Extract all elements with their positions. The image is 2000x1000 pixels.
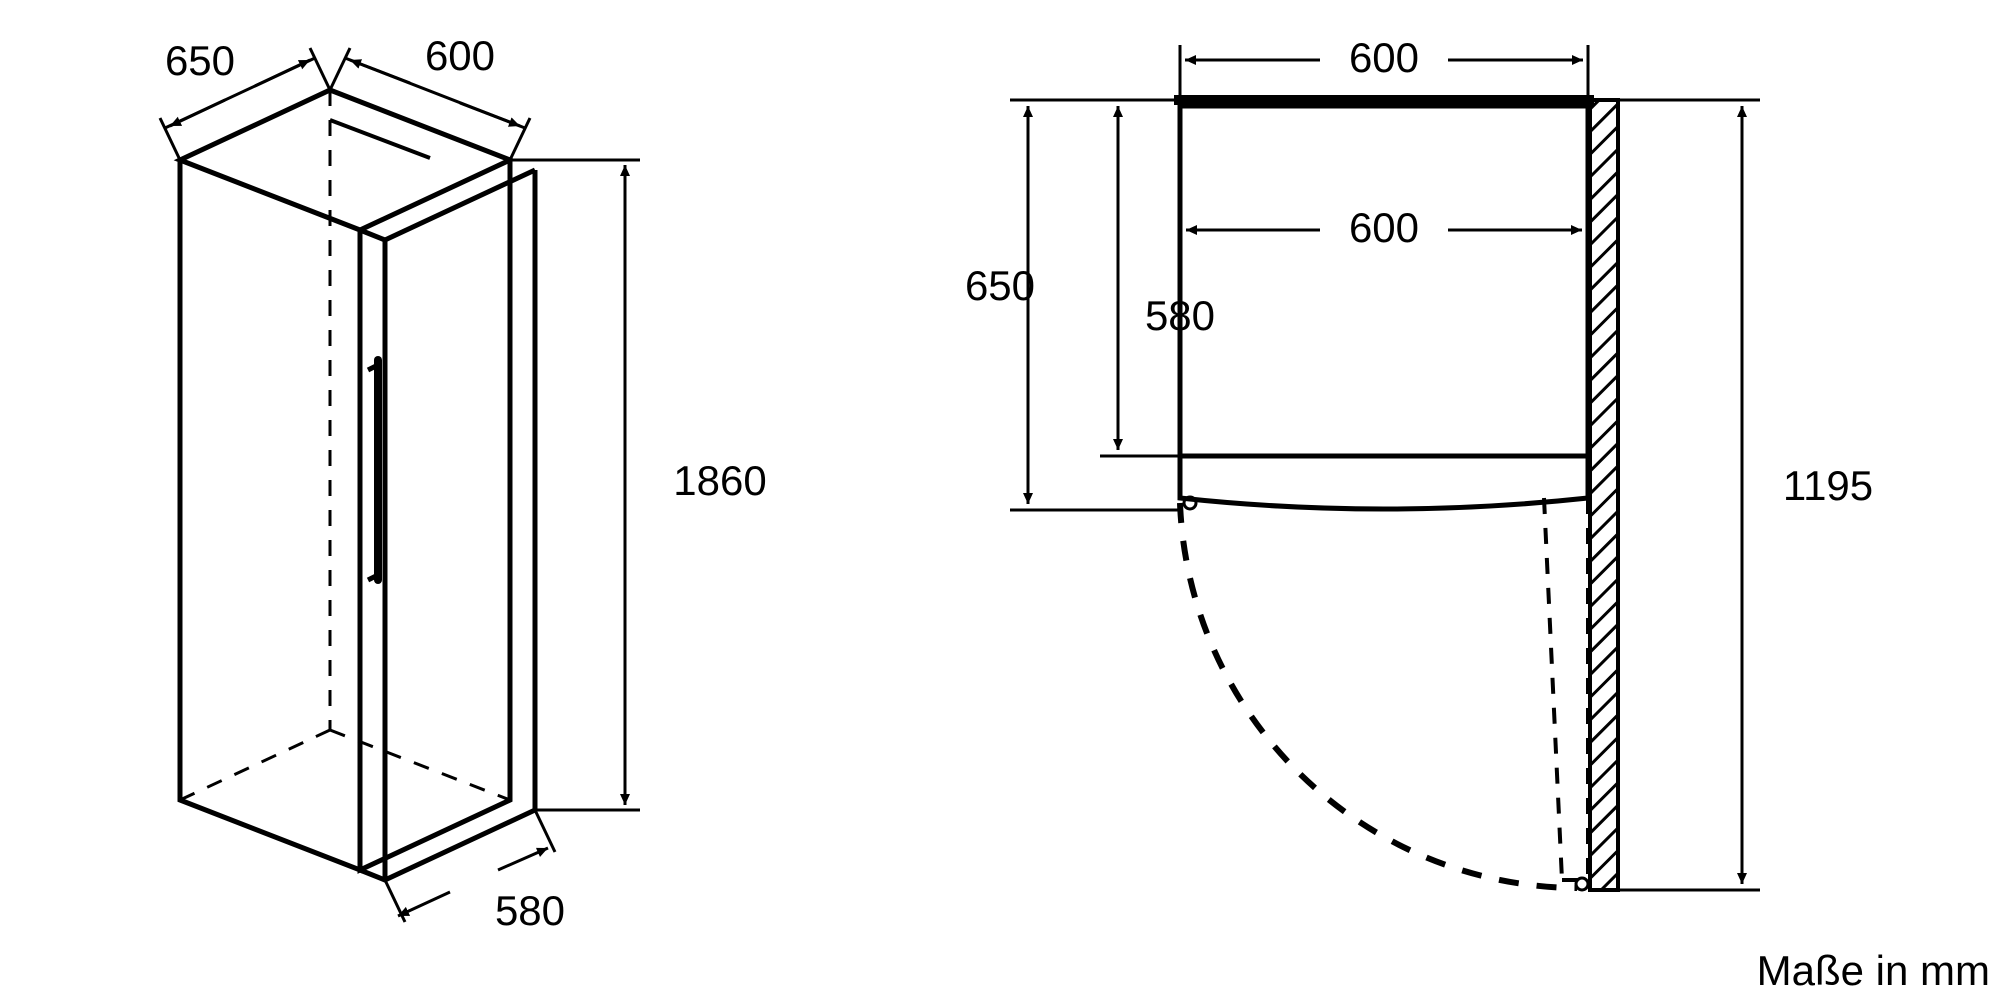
iso-door-depth-label: 580 (495, 887, 565, 934)
iso-depth-label: 650 (165, 37, 235, 84)
iso-width-label: 600 (425, 32, 495, 79)
top-outer-width-label: 600 (1349, 34, 1419, 81)
dim-iso-depth: 650 (160, 37, 330, 160)
dim-top-inner-width: 600 (1186, 204, 1582, 251)
iso-view: 650 600 1860 580 (160, 32, 767, 934)
top-inner-width-label: 600 (1349, 204, 1419, 251)
technical-drawing: 650 600 1860 580 (0, 0, 2000, 1000)
units-caption: Maße in mm (1757, 947, 1990, 994)
dim-iso-height: 1860 (510, 160, 767, 810)
top-view: 600 600 650 580 1195 (965, 34, 1873, 890)
top-swing-label: 1195 (1783, 462, 1873, 509)
top-depth-label: 650 (965, 262, 1035, 309)
dim-iso-width: 600 (330, 32, 530, 160)
dim-top-outer-width: 600 (1180, 34, 1588, 100)
iso-height-label: 1860 (673, 457, 766, 504)
top-body-depth-label: 580 (1145, 292, 1215, 339)
dim-top-body-depth: 580 (1100, 106, 1215, 456)
dim-top-swing: 1195 (1618, 100, 1873, 890)
dim-iso-door-depth: 580 (385, 810, 565, 934)
